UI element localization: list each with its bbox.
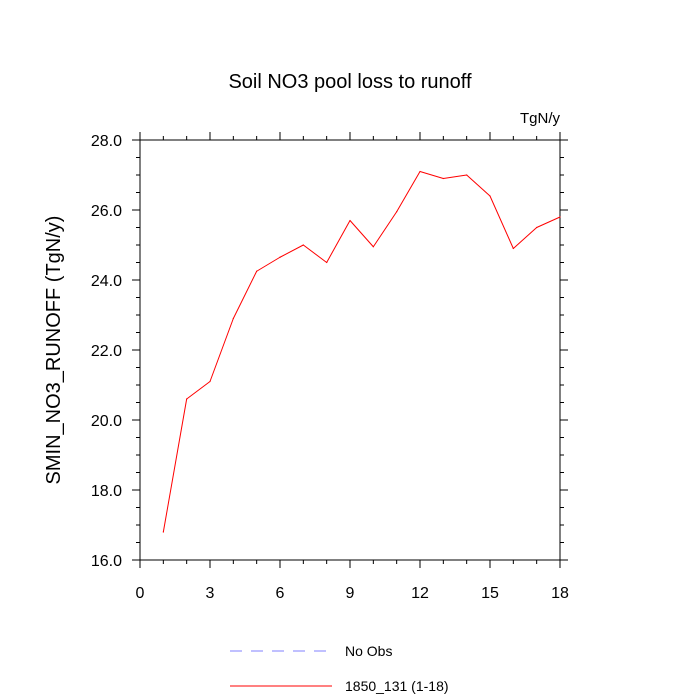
legend-label: No Obs xyxy=(345,643,392,659)
legend: No Obs 1850_131 (1-18) xyxy=(230,643,449,694)
data-point xyxy=(349,219,351,222)
y-axis-label: SMIN_NO3_RUNOFF (TgN/y) xyxy=(43,216,65,485)
series-lines xyxy=(162,170,561,533)
data-point xyxy=(536,226,538,229)
series-line xyxy=(162,171,561,533)
legend-label: 1850_131 (1-18) xyxy=(345,678,449,694)
y-tick-label: 28.0 xyxy=(91,133,122,150)
y-tick-label: 26.0 xyxy=(91,203,122,220)
y-tick-label: 22.0 xyxy=(91,343,122,360)
y-tick-label: 18.0 xyxy=(91,483,122,500)
units-label: TgN/y xyxy=(520,110,561,127)
data-point xyxy=(326,261,328,264)
data-point xyxy=(419,170,421,173)
data-point xyxy=(512,247,514,250)
x-tick-label: 18 xyxy=(551,585,569,602)
data-point xyxy=(232,317,234,320)
data-point xyxy=(559,216,561,218)
tick-labels: 0 3 6 9 12 15 18 16.0 18.0 20.0 22.0 24.0 26.0 28.0 xyxy=(91,133,569,602)
y-tick-label: 24.0 xyxy=(91,273,122,290)
data-point xyxy=(186,398,188,400)
data-point xyxy=(279,256,281,258)
data-point xyxy=(489,195,491,197)
x-tick-label: 12 xyxy=(411,585,429,602)
data-point xyxy=(396,211,398,213)
data-point xyxy=(256,270,258,272)
axis-ticks xyxy=(132,132,568,568)
x-tick-label: 9 xyxy=(346,585,355,602)
x-tick-label: 15 xyxy=(481,585,499,602)
data-point xyxy=(302,244,304,246)
chart-title: Soil NO3 pool loss to runoff xyxy=(228,71,472,93)
data-point xyxy=(209,380,211,383)
data-point xyxy=(466,174,468,176)
x-tick-label: 3 xyxy=(206,585,215,602)
data-point xyxy=(442,177,444,180)
y-tick-label: 20.0 xyxy=(91,413,122,430)
data-point xyxy=(372,246,374,248)
y-tick-label: 16.0 xyxy=(91,553,122,570)
x-tick-label: 6 xyxy=(276,585,285,602)
plot-frame xyxy=(139,139,561,561)
x-tick-label: 0 xyxy=(136,585,145,602)
data-point xyxy=(162,531,164,533)
